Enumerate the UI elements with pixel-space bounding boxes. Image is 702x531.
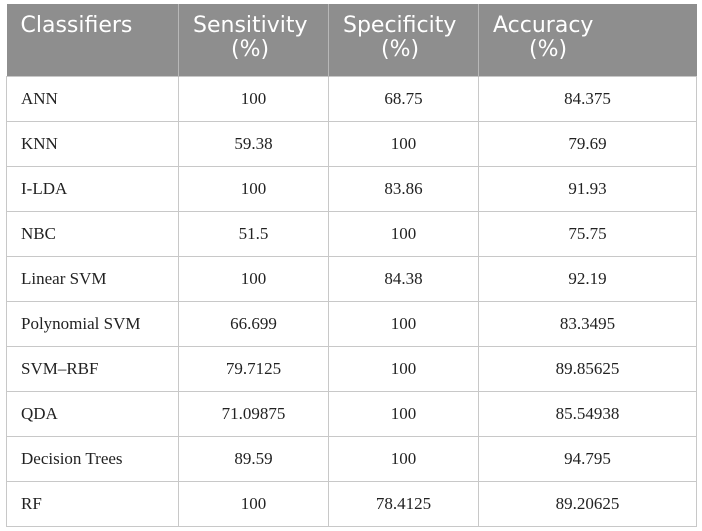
classifier-name: Decision Trees: [6, 435, 179, 482]
classifier-name: KNN: [6, 120, 179, 167]
sensitivity-value: 100: [178, 75, 329, 122]
specificity-value: 100: [328, 120, 479, 167]
accuracy-value: 84.375: [478, 75, 697, 122]
sensitivity-value: 51.5: [178, 210, 329, 257]
classifier-name: QDA: [6, 390, 179, 437]
specificity-value: 100: [328, 345, 479, 392]
accuracy-value: 89.85625: [478, 345, 697, 392]
accuracy-value: 85.54938: [478, 390, 697, 437]
table-header: Classifiers Sensitivity (%) Specificity …: [6, 4, 697, 76]
sensitivity-value: 59.38: [178, 120, 329, 167]
table-row: Decision Trees 89.59 100 94.795: [6, 435, 697, 482]
header-specificity: Specificity (%): [328, 4, 479, 76]
table-row: I-LDA 100 83.86 91.93: [6, 165, 697, 212]
specificity-value: 68.75: [328, 75, 479, 122]
table-row: Linear SVM 100 84.38 92.19: [6, 255, 697, 302]
classifier-name: ANN: [6, 75, 179, 122]
accuracy-value: 83.3495: [478, 300, 697, 347]
specificity-value: 100: [328, 300, 479, 347]
header-accuracy: Accuracy (%): [478, 4, 697, 76]
table-row: KNN 59.38 100 79.69: [6, 120, 697, 167]
table-body: ANN 100 68.75 84.375 KNN 59.38 100 79.69…: [6, 75, 697, 527]
classifier-name: Linear SVM: [6, 255, 179, 302]
sensitivity-value: 100: [178, 165, 329, 212]
classifier-results-table: Classifiers Sensitivity (%) Specificity …: [6, 4, 697, 527]
sensitivity-value: 89.59: [178, 435, 329, 482]
table-row: SVM–RBF 79.7125 100 89.85625: [6, 345, 697, 392]
specificity-value: 78.4125: [328, 480, 479, 527]
header-unit: (%): [231, 37, 270, 62]
table-row: ANN 100 68.75 84.375: [6, 75, 697, 122]
sensitivity-value: 79.7125: [178, 345, 329, 392]
header-label: Sensitivity: [193, 13, 308, 38]
specificity-value: 100: [328, 390, 479, 437]
classifier-name: RF: [6, 480, 179, 527]
table-row: QDA 71.09875 100 85.54938: [6, 390, 697, 437]
accuracy-value: 89.20625: [478, 480, 697, 527]
header-label: Accuracy: [493, 13, 594, 38]
table-row: Polynomial SVM 66.699 100 83.3495: [6, 300, 697, 347]
specificity-value: 83.86: [328, 165, 479, 212]
classifier-name: SVM–RBF: [6, 345, 179, 392]
header-label: Classifiers: [20, 13, 133, 38]
header-row: Classifiers Sensitivity (%) Specificity …: [6, 4, 697, 76]
header-unit: (%): [381, 37, 420, 62]
header-sensitivity: Sensitivity (%): [178, 4, 329, 76]
accuracy-value: 75.75: [478, 210, 697, 257]
sensitivity-value: 100: [178, 480, 329, 527]
header-label: Specificity: [343, 13, 457, 38]
accuracy-value: 92.19: [478, 255, 697, 302]
header-unit: (%): [529, 37, 568, 62]
specificity-value: 100: [328, 210, 479, 257]
table-row: RF 100 78.4125 89.20625: [6, 480, 697, 527]
accuracy-value: 79.69: [478, 120, 697, 167]
classifier-name: Polynomial SVM: [6, 300, 179, 347]
accuracy-value: 91.93: [478, 165, 697, 212]
sensitivity-value: 66.699: [178, 300, 329, 347]
table-row: NBC 51.5 100 75.75: [6, 210, 697, 257]
sensitivity-value: 100: [178, 255, 329, 302]
sensitivity-value: 71.09875: [178, 390, 329, 437]
classifier-name: NBC: [6, 210, 179, 257]
specificity-value: 100: [328, 435, 479, 482]
accuracy-value: 94.795: [478, 435, 697, 482]
header-classifiers: Classifiers: [6, 4, 179, 76]
specificity-value: 84.38: [328, 255, 479, 302]
classifier-name: I-LDA: [6, 165, 179, 212]
